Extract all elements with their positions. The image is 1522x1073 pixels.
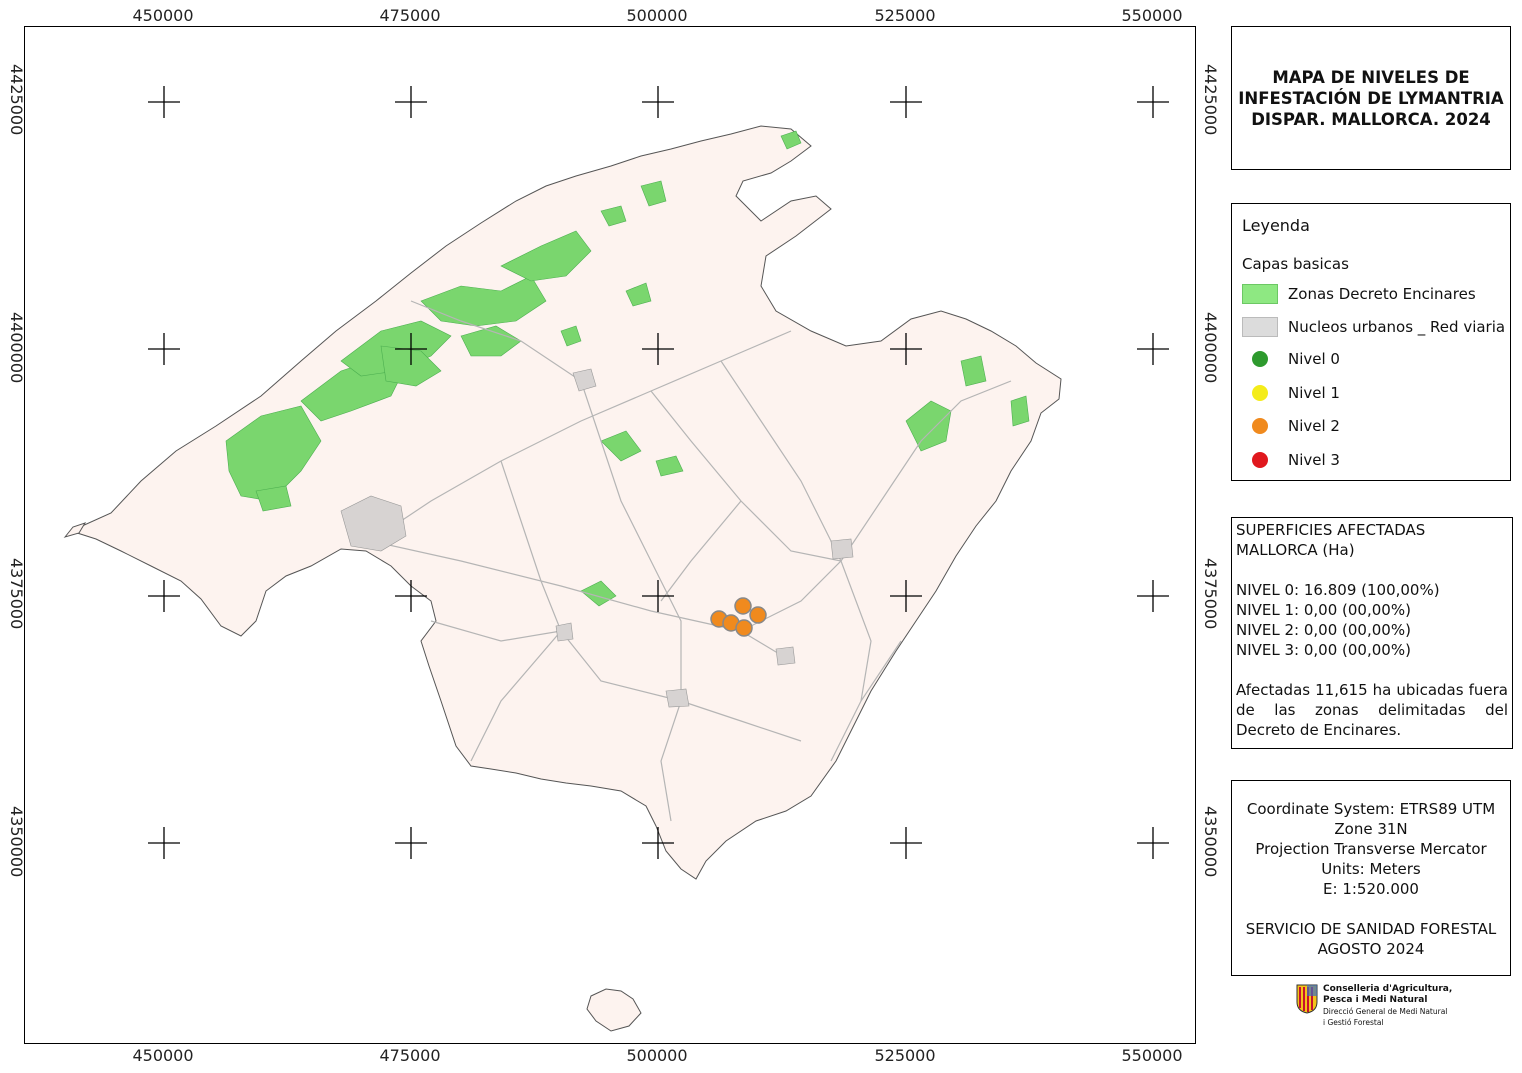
y-tick-right-4425000: 4425000 — [1201, 64, 1220, 136]
x-tick-top-525000: 525000 — [874, 6, 936, 25]
x-tick-bottom-500000: 500000 — [626, 1046, 688, 1065]
legend-item-nivel1: Nivel 1 — [1242, 384, 1340, 402]
nivel2-point[interactable] — [735, 619, 753, 637]
coordinate-system-box: Coordinate System: ETRS89 UTM Zone 31N P… — [1231, 780, 1511, 976]
x-tick-bottom-550000: 550000 — [1121, 1046, 1183, 1065]
encinares-zones — [225, 130, 1030, 607]
coord-line: E: 1:520.000 — [1323, 880, 1419, 898]
stats-heading-1: SUPERFICIES AFECTADAS — [1236, 521, 1426, 539]
stats-heading-2: MALLORCA (Ha) — [1236, 541, 1355, 559]
nivel2-point[interactable] — [734, 597, 752, 615]
legend-heading: Leyenda — [1242, 216, 1310, 235]
stats-line-nivel1: NIVEL 1: 0,00 (00,00%) — [1236, 601, 1411, 619]
x-tick-top-500000: 500000 — [626, 6, 688, 25]
legend-item-urbanos: Nucleos urbanos _ Red viaria — [1242, 317, 1505, 337]
logo-line-2: Pesca i Medi Natural — [1323, 995, 1428, 1005]
stats-box: SUPERFICIES AFECTADAS MALLORCA (Ha) NIVE… — [1231, 517, 1513, 749]
stats-line-nivel0: NIVEL 0: 16.809 (100,00%) — [1236, 581, 1440, 599]
x-tick-bottom-450000: 450000 — [132, 1046, 194, 1065]
credit-line-1: SERVICIO DE SANIDAD FORESTAL — [1245, 920, 1497, 938]
nivel1-dot-icon — [1252, 385, 1268, 401]
legend-heading-text: Leyenda — [1242, 216, 1310, 235]
legend-item-encinares: Zonas Decreto Encinares — [1242, 284, 1476, 304]
map-frame[interactable] — [24, 26, 1196, 1044]
coord-line: Projection Transverse Mercator — [1255, 840, 1487, 858]
urbanos-swatch — [1242, 317, 1278, 337]
nivel0-dot-icon — [1252, 351, 1268, 367]
x-tick-top-550000: 550000 — [1121, 6, 1183, 25]
logo-line-1: Conselleria d'Agricultura, — [1323, 984, 1453, 994]
map-title: MAPA DE NIVELES DE INFESTACIÓN DE LYMANT… — [1238, 67, 1504, 129]
x-tick-top-475000: 475000 — [379, 6, 441, 25]
legend-item-nivel3: Nivel 3 — [1242, 451, 1340, 469]
nivel2-point[interactable] — [749, 606, 767, 624]
map-canvas[interactable] — [25, 27, 1195, 1043]
logo-line-3: Direcció General de Medi Natural — [1323, 1007, 1448, 1016]
road-network — [370, 300, 1012, 822]
y-tick-right-4400000: 4400000 — [1201, 312, 1220, 384]
urban-areas — [340, 368, 854, 708]
stats-line-nivel2: NIVEL 2: 0,00 (00,00%) — [1236, 621, 1411, 639]
legend-item-nivel2: Nivel 2 — [1242, 417, 1340, 435]
x-tick-bottom-475000: 475000 — [379, 1046, 441, 1065]
coord-line: Zone 31N — [1334, 820, 1408, 838]
mallorca-island — [69, 125, 1062, 880]
legend-item-label: Nivel 3 — [1288, 451, 1340, 469]
coord-line: Coordinate System: ETRS89 UTM — [1246, 800, 1496, 818]
credit-line-2: AGOSTO 2024 — [1317, 940, 1425, 958]
stats-note: Afectadas 11,615 ha ubicadas fuera de la… — [1236, 681, 1508, 739]
y-tick-right-4375000: 4375000 — [1201, 558, 1220, 630]
legend-group: Capas basicas — [1242, 255, 1349, 273]
map-title-box: MAPA DE NIVELES DE INFESTACIÓN DE LYMANT… — [1231, 26, 1511, 170]
nivel2-points — [710, 597, 767, 637]
legend-item-label: Nivel 1 — [1288, 384, 1340, 402]
grid-crosses — [148, 86, 1169, 859]
legend: Leyenda Capas basicas Zonas Decreto Enci… — [1231, 203, 1511, 481]
stats-line-nivel3: NIVEL 3: 0,00 (00,00%) — [1236, 641, 1411, 659]
logo-line-4: i Gestió Forestal — [1323, 1018, 1384, 1027]
coat-of-arms-icon — [1296, 984, 1318, 1014]
nivel2-dot-icon — [1252, 418, 1268, 434]
coord-line: Units: Meters — [1321, 860, 1421, 878]
legend-item-label: Nivel 0 — [1288, 350, 1340, 368]
conselleria-logo: Conselleria d'Agricultura, Pesca i Medi … — [1296, 984, 1452, 1028]
y-tick-right-4350000: 4350000 — [1201, 806, 1220, 878]
nivel3-dot-icon — [1252, 452, 1268, 468]
encinares-swatch — [1242, 284, 1278, 304]
x-tick-top-450000: 450000 — [132, 6, 194, 25]
cabrera-island — [586, 988, 642, 1032]
legend-item-label: Nucleos urbanos _ Red viaria — [1288, 318, 1506, 336]
legend-group-text: Capas basicas — [1242, 255, 1349, 273]
dragonera-islet — [63, 522, 87, 538]
legend-item-label: Nivel 2 — [1288, 417, 1340, 435]
legend-item-nivel0: Nivel 0 — [1242, 350, 1340, 368]
x-tick-bottom-525000: 525000 — [874, 1046, 936, 1065]
legend-item-label: Zonas Decreto Encinares — [1288, 285, 1476, 303]
